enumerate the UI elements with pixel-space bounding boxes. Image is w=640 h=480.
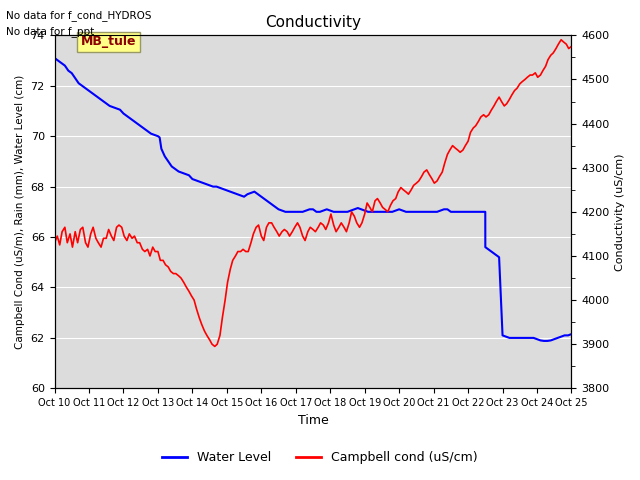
Line: Water Level: Water Level — [54, 58, 572, 341]
Water Level — [481, 209, 489, 215]
Water Level — [540, 338, 548, 344]
Text: MB_tule: MB_tule — [81, 36, 136, 48]
Campbell cond (uS/cm) — [242, 249, 250, 254]
Text: No data for f_ppt: No data for f_ppt — [6, 26, 95, 37]
X-axis label: Time: Time — [298, 414, 328, 427]
Water Level — [85, 88, 93, 94]
Campbell cond (uS/cm) — [211, 344, 219, 349]
Water Level — [278, 208, 286, 214]
Water Level — [416, 209, 424, 215]
Campbell cond (uS/cm) — [54, 233, 61, 239]
Line: Campbell cond (uS/cm): Campbell cond (uS/cm) — [54, 40, 572, 347]
Y-axis label: Campbell Cond (uS/m), Rain (mm), Water Level (cm): Campbell Cond (uS/m), Rain (mm), Water L… — [15, 75, 25, 349]
Campbell cond (uS/cm) — [568, 44, 575, 49]
Water Level — [568, 331, 575, 337]
Campbell cond (uS/cm) — [51, 240, 58, 246]
Campbell cond (uS/cm) — [332, 229, 340, 235]
Y-axis label: Conductivity (uS/cm): Conductivity (uS/cm) — [615, 153, 625, 271]
Campbell cond (uS/cm) — [270, 224, 278, 230]
Water Level — [564, 333, 572, 338]
Title: Conductivity: Conductivity — [265, 15, 361, 30]
Text: No data for f_cond_HYDROS: No data for f_cond_HYDROS — [6, 10, 152, 21]
Water Level — [120, 110, 127, 116]
Water Level — [51, 55, 58, 61]
Legend: Water Level, Campbell cond (uS/cm): Water Level, Campbell cond (uS/cm) — [157, 446, 483, 469]
Campbell cond (uS/cm) — [97, 244, 105, 250]
Campbell cond (uS/cm) — [526, 72, 534, 78]
Campbell cond (uS/cm) — [557, 37, 565, 43]
